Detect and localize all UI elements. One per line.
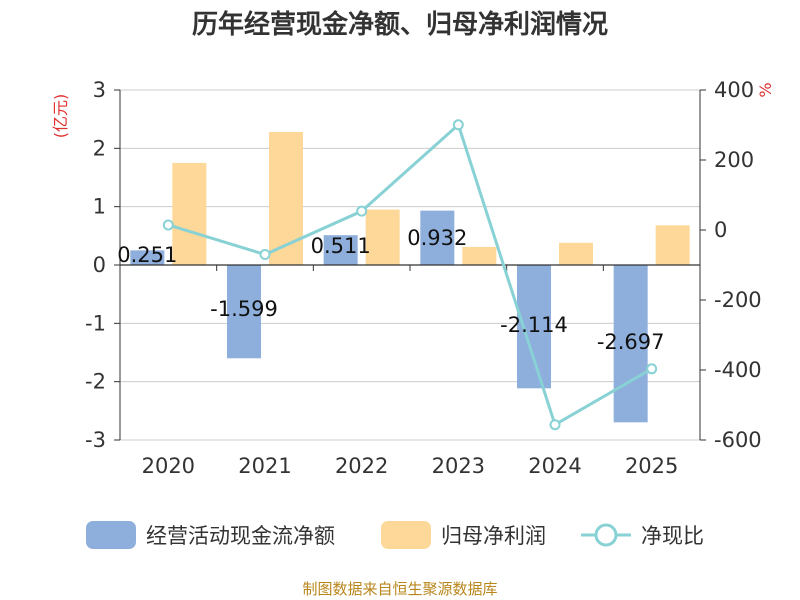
y-tick-label: 0 xyxy=(93,253,106,277)
y2-tick-label: -200 xyxy=(714,288,762,312)
data-label-cashflow: -2.697 xyxy=(597,330,665,354)
bar-net-profit xyxy=(172,162,207,265)
bar-net-profit xyxy=(365,209,400,265)
bar-net-profit xyxy=(462,246,497,265)
ratio-point xyxy=(356,205,368,217)
ratio-point xyxy=(162,219,174,231)
y2-tick-label: 200 xyxy=(714,148,754,172)
legend-label: 经营活动现金流净额 xyxy=(146,524,335,548)
y2-tick-label: -600 xyxy=(714,428,762,452)
legend-marker xyxy=(594,523,618,547)
legend-item-2[interactable]: 归母净利润 xyxy=(381,521,546,549)
legend-swatch xyxy=(86,521,136,549)
x-tick-label: 2021 xyxy=(238,454,291,478)
data-label-cashflow: 0.511 xyxy=(311,234,371,258)
legend-item-3[interactable]: 净现比 xyxy=(581,523,704,548)
axes: 3 2 1 0 -1 -2 -3 400 200 0 -200 -400 -600 (亿元)% 2020 20… xyxy=(51,78,775,478)
legend-label: 归母净利润 xyxy=(441,524,546,548)
data-label-cashflow: 0.932 xyxy=(407,226,467,250)
bar-operating-cashflow xyxy=(420,210,455,265)
data-label-cashflow: -2.114 xyxy=(500,313,568,337)
x-tick-label: 2022 xyxy=(335,454,388,478)
y-axis-unit: (亿元) xyxy=(51,94,70,139)
bar-operating-cashflow xyxy=(130,250,165,265)
y2-tick-label: 0 xyxy=(714,218,727,242)
legend-label: 净现比 xyxy=(641,524,704,548)
data-labels: 0.251 -1.599 0.511 0.932 -2.114 -2.697 xyxy=(117,226,664,354)
bar-net-profit xyxy=(655,225,690,265)
ratio-point xyxy=(259,249,271,261)
legend[interactable]: 经营活动现金流净额 归母净利润 净现比 xyxy=(86,521,704,549)
legend-swatch xyxy=(381,521,431,549)
y-tick-label: -3 xyxy=(85,428,106,452)
x-tick-label: 2024 xyxy=(528,454,581,478)
bar-operating-cashflow xyxy=(323,235,358,265)
y-tick-label: 2 xyxy=(93,136,106,160)
x-tick-label: 2025 xyxy=(625,454,678,478)
bars xyxy=(130,132,690,423)
legend-item-1[interactable]: 经营活动现金流净额 xyxy=(86,521,335,549)
chart-title: 历年经营现金净额、归母净利润情况 xyxy=(192,9,608,40)
bar-net-profit xyxy=(269,132,303,265)
y-tick-label: 3 xyxy=(93,78,106,102)
y-tick-label: 1 xyxy=(93,195,106,219)
y-tick-label: -1 xyxy=(85,311,106,335)
y2-tick-label: 400 xyxy=(714,78,754,102)
bar-operating-cashflow xyxy=(613,265,648,423)
ratio-point xyxy=(452,119,464,131)
ratio-point xyxy=(646,363,658,375)
data-label-cashflow: 0.251 xyxy=(117,243,177,267)
bar-operating-cashflow xyxy=(227,265,261,359)
bar-net-profit xyxy=(559,242,593,265)
x-tick-label: 2023 xyxy=(432,454,485,478)
x-tick-label: 2020 xyxy=(142,454,195,478)
data-label-cashflow: -1.599 xyxy=(210,297,278,321)
y2-axis-unit: % xyxy=(756,82,775,97)
y2-tick-label: -400 xyxy=(714,358,762,382)
y-tick-label: -2 xyxy=(85,370,106,394)
source-note: 制图数据来自恒生聚源数据库 xyxy=(302,580,497,598)
ratio-polyline xyxy=(167,122,653,427)
ratio-point xyxy=(549,419,561,431)
ratio-line xyxy=(162,119,658,431)
